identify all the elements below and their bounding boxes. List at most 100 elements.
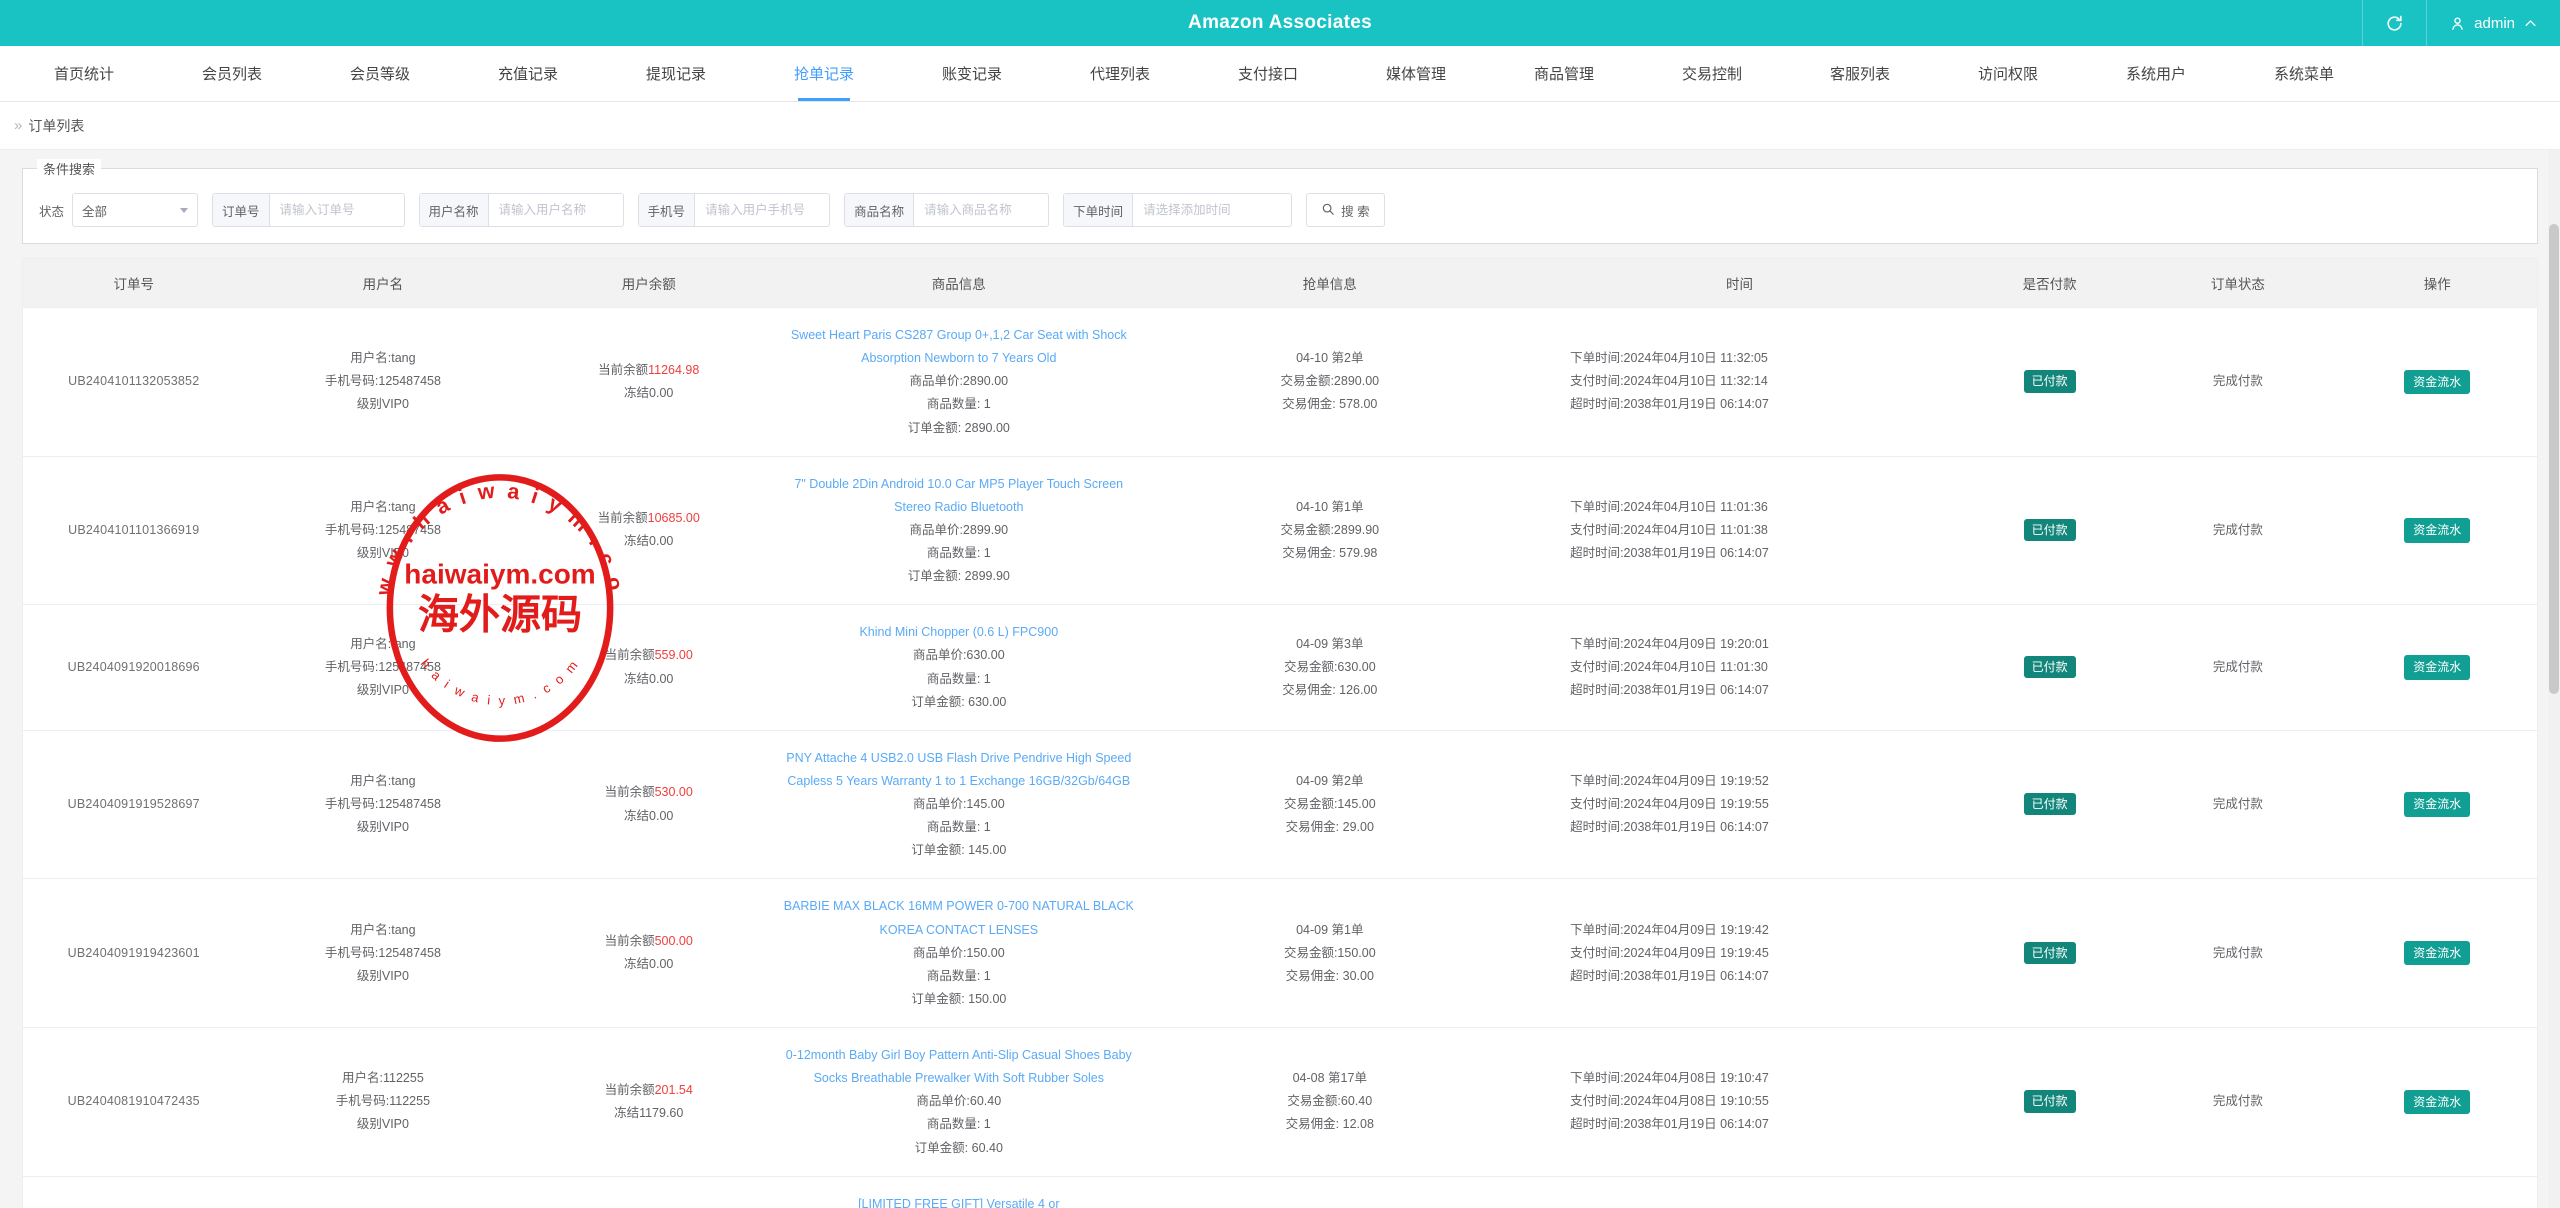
cell-grab-info: 04-10 第1单 交易金额:2899.90 交易佣金: 579.98 — [1141, 456, 1519, 606]
order-time-text: 下单时间:2024年04月10日 11:32:05 — [1570, 351, 1768, 366]
orders-table-body: UB2404101132053852 用户名:tang 手机号码:125487458… — [23, 307, 2537, 1208]
order-amount-text: 订单金额: 2890.00 — [907, 420, 1010, 435]
cell-time: 下单时间:2024年04月10日 11:01:36 支付时间:2024年04月10… — [1518, 456, 1962, 606]
cell-order-no: UB2404101101366919 — [23, 456, 245, 606]
fund-flow-button[interactable]: 资金流水 — [2404, 1089, 2471, 1114]
cell-action: 资金流水 — [2337, 878, 2537, 1028]
username-label: admin — [2474, 14, 2515, 32]
column-header-4: 抢单信息 — [1141, 259, 1519, 308]
user-name-input[interactable] — [488, 194, 623, 226]
goods-title-link[interactable]: 0-12month Baby Girl Boy Pattern Anti-Sli… — [785, 1048, 1132, 1086]
fund-flow-button[interactable]: 资金流水 — [2404, 792, 2471, 817]
goods-qty-text: 商品数量: 1 — [926, 968, 991, 983]
nav-item-3[interactable]: 充值记录 — [454, 46, 602, 101]
status-select-value: 全部 — [82, 204, 108, 219]
fund-flow-button[interactable]: 资金流水 — [2404, 655, 2471, 680]
grab-amount-text: 交易金额:150.00 — [1283, 945, 1376, 960]
nav-item-0[interactable]: 首页统计 — [10, 46, 158, 101]
order-time-field[interactable]: 下单时间 — [1063, 193, 1293, 227]
grab-commission-text: 交易佣金: 579.98 — [1282, 546, 1378, 560]
nav-item-6[interactable]: 账变记录 — [898, 46, 1046, 101]
grab-commission-text: 交易佣金: 30.00 — [1285, 968, 1374, 983]
order-amount-text: 订单金额: 630.00 — [911, 694, 1007, 709]
goods-name-field[interactable]: 商品名称 — [844, 193, 1050, 227]
user-name-text: 用户名:tang — [350, 922, 416, 937]
nav-item-label: 会员列表 — [201, 66, 262, 83]
status-filter[interactable]: 状态 全部 — [39, 193, 199, 227]
user-phone-text: 手机号码:125487458 — [324, 797, 441, 811]
status-badge: 已付款 — [2023, 793, 2076, 816]
nav-item-4[interactable]: 提现记录 — [602, 46, 750, 101]
search-button[interactable]: 搜 索 — [1306, 193, 1385, 227]
nav-item-14[interactable]: 系统用户 — [2082, 46, 2230, 101]
scrollbar-thumb[interactable] — [2549, 224, 2559, 694]
nav-item-12[interactable]: 客服列表 — [1786, 46, 1934, 101]
status-select[interactable]: 全部 — [72, 193, 199, 227]
order-time-text: 下单时间:2024年04月10日 11:01:36 — [1570, 499, 1768, 514]
cell-order-no — [23, 1176, 245, 1208]
column-header-5: 时间 — [1518, 259, 1962, 308]
nav-item-label: 代理列表 — [1089, 66, 1150, 83]
grab-day-text: 04-10 第2单 — [1296, 351, 1364, 366]
order-no-input[interactable] — [269, 194, 404, 226]
user-phone-text: 手机号码:112255 — [335, 1094, 431, 1109]
goods-title-link[interactable]: Khind Mini Chopper (0.6 L) FPC900 — [859, 625, 1059, 640]
cell-user — [244, 1176, 522, 1208]
cell-time: 下单时间:2024年04月09日 19:20:01 支付时间:2024年04月10… — [1518, 604, 1962, 731]
fund-flow-button[interactable]: 资金流水 — [2404, 369, 2471, 394]
vertical-scrollbar[interactable] — [2548, 150, 2560, 1208]
cell-order-no: UB2404101132053852 — [23, 307, 245, 457]
grab-day-text: 04-08 第17单 — [1292, 1071, 1367, 1086]
refresh-button[interactable] — [2362, 0, 2426, 46]
nav-item-9[interactable]: 媒体管理 — [1342, 46, 1490, 101]
fund-flow-button[interactable]: 资金流水 — [2404, 518, 2471, 543]
order-status-text: 完成付款 — [2212, 522, 2263, 537]
orders-table-wrapper: 订单号 用户名 用户余额 商品信息 抢单信息 时间 是否付款 订单状态 操作 UB2404101… — [22, 258, 2538, 1208]
cell-order-no: UB2404091919423601 — [23, 878, 245, 1028]
cell-goods: 0-12month Baby Girl Boy Pattern Anti-Sli… — [776, 1027, 1142, 1177]
goods-name-input[interactable] — [914, 194, 1049, 226]
cell-time: 下单时间:2024年04月09日 19:19:52 支付时间:2024年04月09… — [1518, 730, 1962, 880]
user-phone-text: 手机号码:125487458 — [324, 522, 441, 537]
phone-input[interactable] — [695, 194, 830, 226]
goods-title-link[interactable]: Sweet Heart Paris CS287 Group 0+,1,2 Car… — [790, 328, 1127, 366]
orders-table-head: 订单号 用户名 用户余额 商品信息 抢单信息 时间 是否付款 订单状态 操作 — [23, 259, 2537, 308]
nav-item-5[interactable]: 抢单记录 — [750, 46, 898, 101]
nav-item-7[interactable]: 代理列表 — [1046, 46, 1194, 101]
grab-day-text: 04-09 第1单 — [1296, 922, 1364, 937]
order-no-field[interactable]: 订单号 — [212, 193, 405, 227]
cell-order-no: UB2404091920018696 — [23, 604, 245, 731]
frozen-text: 冻结1179.60 — [614, 1105, 684, 1120]
nav-item-8[interactable]: 支付接口 — [1194, 46, 1342, 101]
status-badge: 已付款 — [2023, 370, 2076, 393]
order-time-text: 下单时间:2024年04月09日 19:19:52 — [1570, 773, 1769, 788]
order-time-input[interactable] — [1133, 194, 1292, 226]
nav-item-10[interactable]: 商品管理 — [1490, 46, 1638, 101]
goods-title-link[interactable]: 7" Double 2Din Android 10.0 Car MP5 Play… — [794, 476, 1124, 514]
cell-goods: [LIMITED FREE GIFT] Versatile 4 or — [776, 1176, 1142, 1208]
user-name-field[interactable]: 用户名称 — [418, 193, 624, 227]
column-header-7: 订单状态 — [2138, 259, 2338, 308]
user-level-text: 级别VIP0 — [356, 1117, 409, 1132]
nav-item-label: 客服列表 — [1829, 66, 1890, 83]
goods-title-link[interactable]: BARBIE MAX BLACK 16MM POWER 0-700 NATURA… — [783, 899, 1134, 937]
user-menu-button[interactable]: admin — [2426, 0, 2560, 46]
user-name-text: 用户名:tang — [350, 499, 416, 514]
nav-item-2[interactable]: 会员等级 — [306, 46, 454, 101]
order-amount-text: 订单金额: 150.00 — [911, 991, 1007, 1006]
phone-field[interactable]: 手机号 — [637, 193, 831, 227]
status-badge: 已付款 — [2023, 518, 2076, 542]
nav-item-15[interactable]: 系统菜单 — [2230, 46, 2378, 101]
balance-label: 当前余额 — [597, 511, 648, 526]
goods-title-link[interactable]: [LIMITED FREE GIFT] Versatile 4 or — [858, 1196, 1060, 1208]
nav-item-13[interactable]: 访问权限 — [1934, 46, 2082, 101]
fund-flow-button[interactable]: 资金流水 — [2404, 940, 2471, 966]
nav-item-1[interactable]: 会员列表 — [158, 46, 306, 101]
search-panel-legend: 条件搜索 — [37, 159, 102, 178]
frozen-text: 冻结0.00 — [624, 957, 674, 972]
cell-paid: 已付款 — [1961, 730, 2139, 880]
nav-item-11[interactable]: 交易控制 — [1638, 46, 1786, 101]
goods-title-link[interactable]: PNY Attache 4 USB2.0 USB Flash Drive Pen… — [786, 750, 1132, 788]
table-row: UB2404091919528697 用户名:tang 手机号码:125487458… — [23, 730, 2537, 880]
expire-time-text: 超时时间:2038年01月19日 06:14:07 — [1570, 968, 1769, 983]
